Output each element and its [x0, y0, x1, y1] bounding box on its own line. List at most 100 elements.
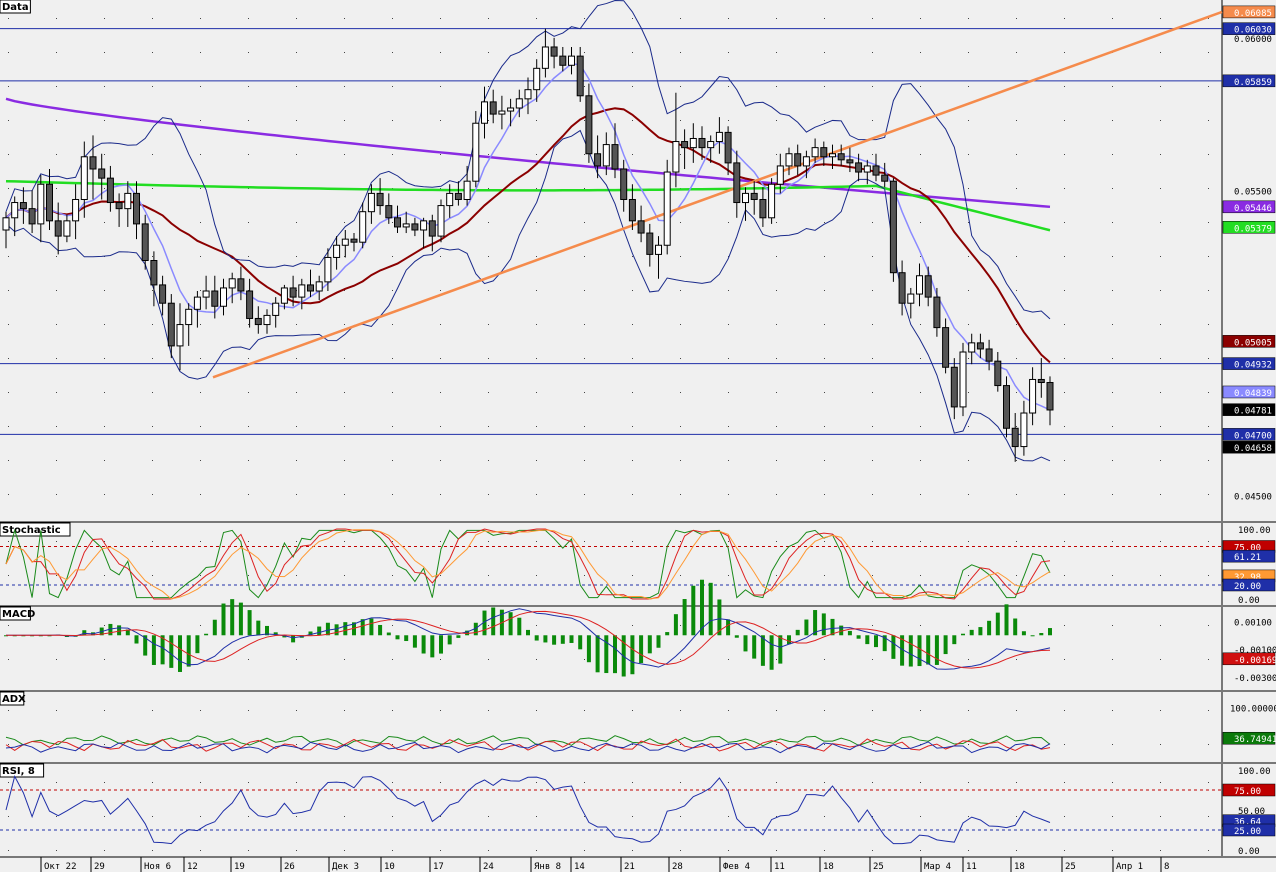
price-tick: 0.04500: [1234, 492, 1272, 502]
grid-dot: [776, 18, 777, 19]
macd-bar: [517, 617, 522, 636]
grid-dot: [1208, 744, 1209, 745]
macd-bar: [369, 618, 374, 636]
grid-dot: [728, 494, 729, 495]
macd-bar: [151, 635, 156, 665]
grid-dot: [728, 575, 729, 576]
grid-dot: [632, 290, 633, 291]
pane-title-box: [0, 763, 45, 778]
grid-dot: [728, 782, 729, 783]
time-label: 12: [187, 862, 198, 872]
candle-bear: [594, 153, 602, 167]
grid-dot: [920, 460, 921, 461]
grid-dot: [776, 575, 777, 576]
macd-bar: [673, 614, 678, 636]
grid-dot: [152, 782, 153, 783]
grid-dot: [1064, 460, 1065, 461]
grid-dot: [920, 18, 921, 19]
candle-bull: [524, 89, 532, 100]
grid-dot: [152, 222, 153, 223]
grid-dot: [872, 816, 873, 817]
grid-dot: [1112, 850, 1113, 851]
grid-dot: [200, 256, 201, 257]
grid-dot: [1112, 659, 1113, 660]
grid-dot: [8, 290, 9, 291]
grid-dot: [344, 541, 345, 542]
pane-title-box: [0, 691, 25, 706]
stoch-label: 20.00: [1234, 582, 1261, 592]
candle-bull: [498, 110, 506, 115]
grid-dot: [440, 426, 441, 427]
candle-bear: [620, 168, 628, 200]
grid-dot: [920, 710, 921, 711]
grid-dot: [1016, 52, 1017, 53]
grid-dot: [1160, 256, 1161, 257]
grid-dot: [8, 426, 9, 427]
grid-dot: [584, 659, 585, 660]
grid-dot: [1016, 120, 1017, 121]
grid-dot: [584, 710, 585, 711]
grid-dot: [8, 816, 9, 817]
grid-dot: [104, 358, 105, 359]
grid-dot: [296, 625, 297, 626]
grid-dot: [392, 625, 393, 626]
grid-dot: [680, 256, 681, 257]
grid-dot: [104, 188, 105, 189]
grid-dot: [680, 120, 681, 121]
grid-dot: [680, 816, 681, 817]
pane-background: [0, 523, 1276, 605]
grid-dot: [1064, 86, 1065, 87]
macd-bar: [734, 635, 739, 638]
candle-bear: [350, 238, 358, 243]
grid-dot: [632, 324, 633, 325]
grid-dot: [968, 659, 969, 660]
grid-dot: [632, 18, 633, 19]
grid-dot: [440, 120, 441, 121]
grid-dot: [632, 816, 633, 817]
grid-dot: [584, 426, 585, 427]
grid-dot: [152, 575, 153, 576]
grid-dot: [680, 52, 681, 53]
time-label: 25: [873, 862, 884, 872]
macd-bar: [691, 585, 696, 636]
macd-tick: -0.00300: [1234, 674, 1276, 684]
grid-dot: [632, 358, 633, 359]
stoch-tick: 0.00: [1238, 596, 1260, 606]
rsi-line: [5, 775, 1051, 845]
grid-dot: [536, 222, 537, 223]
macd-bar: [108, 623, 113, 636]
macd-bar: [708, 582, 713, 636]
grid-dot: [296, 782, 297, 783]
grid-dot: [392, 120, 393, 121]
candle-bull: [341, 238, 349, 246]
grid-dot: [1160, 290, 1161, 291]
grid-dot: [1064, 494, 1065, 495]
grid-dot: [1208, 18, 1209, 19]
grid-dot: [1064, 782, 1065, 783]
grid-dot: [920, 222, 921, 223]
grid-dot: [920, 575, 921, 576]
grid-dot: [1208, 290, 1209, 291]
grid-dot: [392, 358, 393, 359]
grid-dot: [1016, 494, 1017, 495]
grid-dot: [296, 18, 297, 19]
grid-dot: [1112, 86, 1113, 87]
macd-bar: [813, 610, 818, 636]
macd-bar: [995, 612, 1000, 636]
macd-bar: [360, 619, 365, 636]
grid-dot: [632, 460, 633, 461]
candle-bull: [37, 183, 45, 225]
grid-dot: [296, 710, 297, 711]
grid-dot: [968, 850, 969, 851]
grid-dot: [968, 494, 969, 495]
grid-dot: [920, 494, 921, 495]
time-label: 19: [234, 862, 245, 872]
grid-dot: [632, 744, 633, 745]
candle-bull: [367, 192, 375, 213]
price-label: 0.05446: [1234, 204, 1272, 214]
macd-bar: [752, 635, 757, 659]
grid-dot: [584, 850, 585, 851]
grid-dot: [200, 816, 201, 817]
grid-dot: [488, 494, 489, 495]
